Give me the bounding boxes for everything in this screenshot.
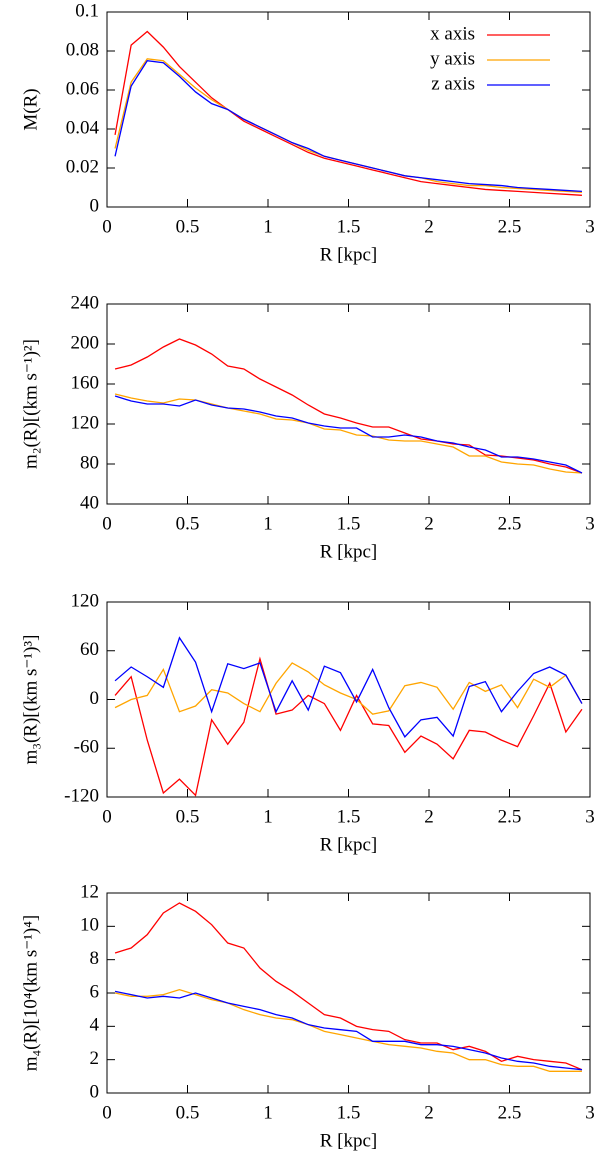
y-tick-label: 0.02 xyxy=(66,156,99,177)
y-tick-label: 8 xyxy=(90,948,100,969)
y-tick-label: 0.04 xyxy=(66,117,100,138)
x-tick-label: 3 xyxy=(585,806,595,827)
y-tick-label: 160 xyxy=(71,372,100,393)
y-tick-label: 2 xyxy=(90,1048,100,1069)
x-axis-label: R [kpc] xyxy=(320,541,378,562)
x-tick-label: 2.5 xyxy=(498,806,522,827)
y-tick-label: 0.06 xyxy=(66,78,99,99)
plot-frame xyxy=(106,892,591,1094)
y-tick-label: 4 xyxy=(90,1015,100,1036)
x-tick-label: 1 xyxy=(263,513,273,534)
plot-frame xyxy=(106,601,591,798)
x-tick-label: 0 xyxy=(102,806,112,827)
legend-label: z axis xyxy=(431,73,475,94)
x-tick-label: 1.5 xyxy=(337,216,361,237)
y-tick-label: 12 xyxy=(80,881,99,902)
data-line xyxy=(114,395,583,474)
data-line xyxy=(114,636,583,738)
data-line xyxy=(114,60,582,193)
data-line xyxy=(114,393,582,474)
x-tick-label: 3 xyxy=(585,1102,595,1123)
y-tick-label: 200 xyxy=(71,332,100,353)
x-tick-label: 3 xyxy=(585,216,595,237)
x-axis-label: R [kpc] xyxy=(320,1130,378,1151)
y-axis-label: m₃(R)[(km s⁻¹)³] xyxy=(20,635,41,765)
data-line xyxy=(114,338,583,474)
y-axis-label: M(R) xyxy=(20,88,41,130)
y-axis-label: m₄(R)[10⁴(km s⁻¹)⁴] xyxy=(20,915,41,1071)
x-tick-label: 1.5 xyxy=(337,513,361,534)
x-tick-label: 2.5 xyxy=(498,216,522,237)
plot-frame xyxy=(106,303,591,505)
y-tick-label: 0.08 xyxy=(66,39,99,60)
y-axis-label: m₂(R)[(km s⁻¹)²] xyxy=(20,339,41,469)
x-tick-label: 1.5 xyxy=(337,1102,361,1123)
x-tick-label: 0.5 xyxy=(176,513,200,534)
y-tick-label: 40 xyxy=(80,492,99,513)
data-line xyxy=(114,990,583,1071)
data-line xyxy=(114,30,582,196)
x-tick-label: 0 xyxy=(102,1102,112,1123)
y-tick-label: 10 xyxy=(80,915,99,936)
y-tick-label: 120 xyxy=(71,590,100,611)
data-line xyxy=(114,662,583,715)
plot-frame xyxy=(106,11,591,208)
y-tick-label: 0 xyxy=(90,1081,100,1102)
x-tick-label: 2.5 xyxy=(498,513,522,534)
x-tick-label: 1 xyxy=(263,1102,273,1123)
y-tick-label: -60 xyxy=(74,737,99,758)
x-tick-label: 2 xyxy=(424,1102,434,1123)
y-tick-label: 0 xyxy=(90,688,100,709)
x-axis-label: R [kpc] xyxy=(320,244,378,265)
y-tick-label: 120 xyxy=(71,412,100,433)
x-axis-label: R [kpc] xyxy=(320,834,378,855)
x-tick-label: 2 xyxy=(424,513,434,534)
legend-label: y axis xyxy=(430,48,475,69)
data-line xyxy=(114,58,582,194)
y-tick-label: 6 xyxy=(90,981,100,1002)
x-tick-label: 2.5 xyxy=(498,1102,522,1123)
y-tick-label: 80 xyxy=(80,452,99,473)
x-tick-label: 1.5 xyxy=(337,806,361,827)
x-tick-label: 1 xyxy=(263,806,273,827)
x-tick-label: 0.5 xyxy=(176,216,200,237)
x-tick-label: 2 xyxy=(424,216,434,237)
y-tick-label: 0 xyxy=(90,195,100,216)
data-line xyxy=(114,902,583,1071)
x-tick-label: 0.5 xyxy=(176,1102,200,1123)
y-tick-label: -120 xyxy=(64,785,99,806)
x-tick-label: 0 xyxy=(102,513,112,534)
y-tick-label: 240 xyxy=(71,292,100,313)
legend-label: x axis xyxy=(430,23,475,44)
x-tick-label: 3 xyxy=(585,513,595,534)
x-tick-label: 1 xyxy=(263,216,273,237)
data-line xyxy=(114,656,583,797)
y-tick-label: 0.1 xyxy=(75,0,99,21)
x-tick-label: 2 xyxy=(424,806,434,827)
x-tick-label: 0.5 xyxy=(176,806,200,827)
y-tick-label: 60 xyxy=(80,639,99,660)
x-tick-label: 0 xyxy=(102,216,112,237)
